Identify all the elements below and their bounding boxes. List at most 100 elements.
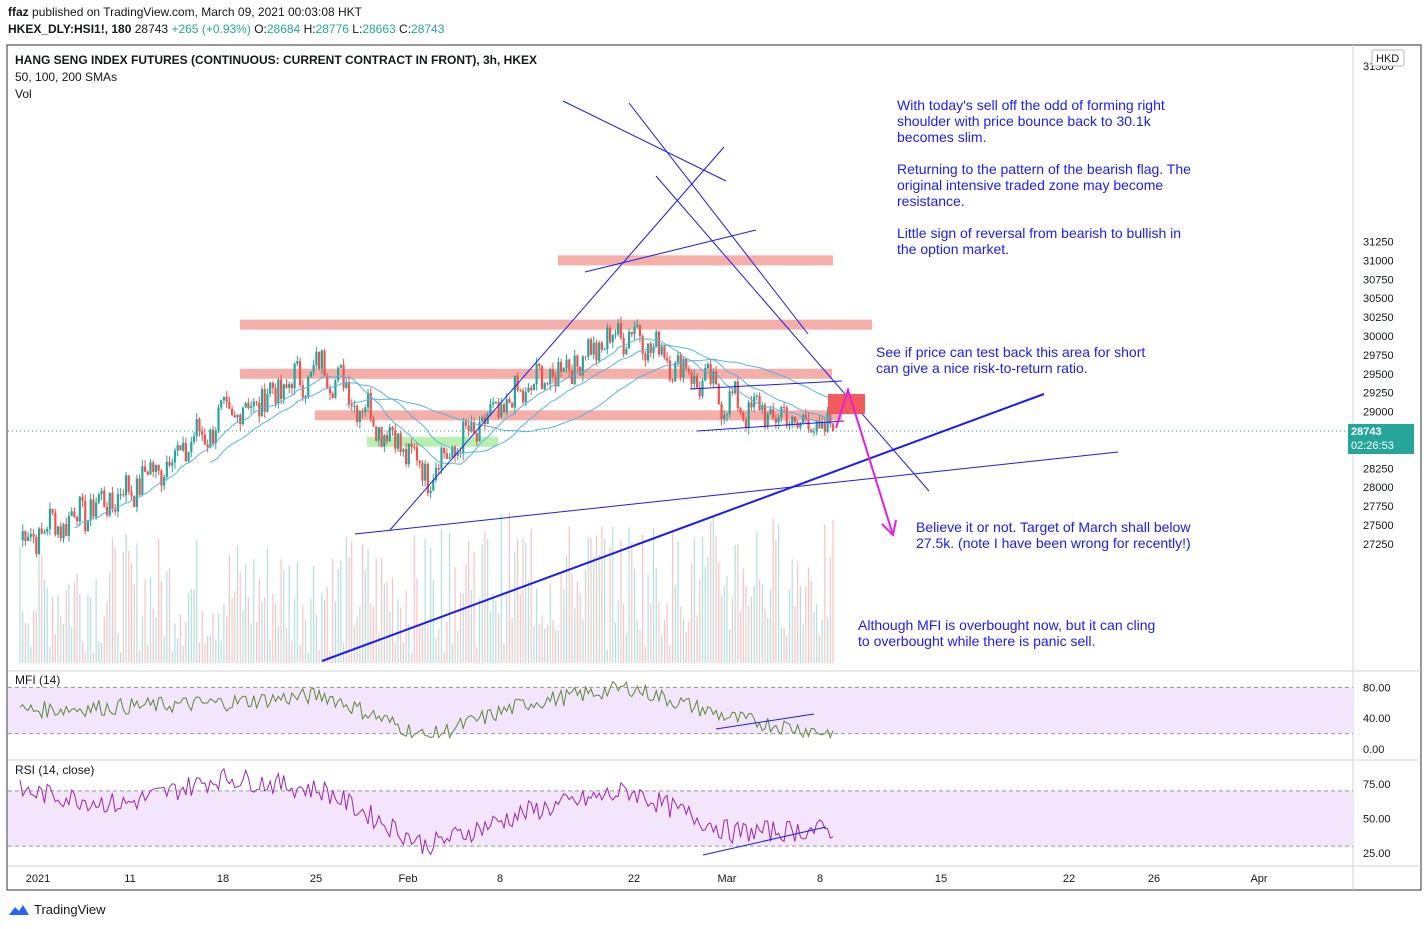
- volume-bar: [136, 543, 138, 663]
- volume-bar: [60, 615, 62, 663]
- volume-bar: [160, 581, 162, 663]
- volume-bar: [245, 564, 247, 663]
- volume-bar: [685, 632, 687, 663]
- candle-body: [247, 402, 250, 409]
- volume-bar: [723, 586, 725, 663]
- volume-bar: [614, 622, 617, 663]
- candle-body: [676, 355, 680, 363]
- candle-body: [328, 388, 332, 394]
- candle-body: [290, 384, 294, 389]
- sma-line: [74, 337, 834, 529]
- note-shoulder-line: shoulder with price bounce back to 30.1k: [897, 113, 1152, 129]
- volume-bar: [223, 603, 225, 663]
- volume-bar: [582, 618, 584, 663]
- candle-body: [315, 351, 318, 366]
- candle-body: [21, 531, 24, 541]
- volume-bar: [250, 622, 252, 663]
- volume-bar: [810, 580, 812, 663]
- candle-body: [380, 427, 383, 447]
- candle-body: [456, 452, 459, 456]
- candle-body: [559, 361, 563, 372]
- candle-body: [453, 446, 457, 456]
- candle-body: [260, 389, 264, 417]
- mfi-tick-label: 40.00: [1363, 713, 1391, 725]
- candle-body: [35, 537, 38, 555]
- volume-bar: [236, 546, 239, 663]
- candle-body: [782, 406, 786, 408]
- volume-bar: [130, 562, 133, 663]
- publish-info: ffaz published on TradingView.com, March…: [8, 5, 362, 19]
- candle-body: [823, 421, 826, 432]
- currency-badge: HKD: [1371, 49, 1405, 67]
- candle-body: [717, 384, 720, 405]
- volume-bar: [359, 606, 361, 663]
- candle-body: [337, 367, 340, 381]
- price-tick-label: 29500: [1363, 369, 1394, 381]
- candle-body: [769, 408, 772, 414]
- volume-bar: [400, 607, 402, 663]
- volume-bar: [209, 635, 211, 663]
- volume-bar: [391, 577, 394, 663]
- volume-bar: [283, 569, 285, 663]
- mfi-tick-label: 80.00: [1363, 682, 1391, 694]
- candle-body: [437, 467, 440, 470]
- resistance-zone: [240, 319, 872, 330]
- candle-body: [554, 376, 557, 387]
- volume-bar: [778, 523, 780, 663]
- volume-bar: [707, 556, 709, 663]
- candle-body: [377, 427, 381, 441]
- volume-bar: [326, 587, 328, 663]
- candle-body: [462, 421, 465, 454]
- candle-body: [184, 442, 187, 462]
- published-text: published on TradingView.com, March 09, …: [32, 5, 362, 19]
- candle-body: [831, 423, 835, 431]
- candle-body: [728, 391, 731, 415]
- candle-body: [78, 496, 81, 522]
- candle-body: [744, 419, 748, 428]
- candle-body: [720, 404, 723, 419]
- price-tick-label: 31250: [1363, 236, 1394, 248]
- volume-bar: [321, 593, 323, 663]
- volume-bar: [628, 527, 630, 663]
- candle-body: [225, 396, 228, 402]
- volume-bar: [179, 613, 182, 663]
- candle-body: [521, 390, 525, 403]
- volume-bar: [603, 538, 606, 663]
- candle-body: [187, 451, 190, 462]
- chart-canvas[interactable]: 2725027500277502800028250285002875029000…: [0, 0, 1428, 900]
- candle-body: [252, 401, 255, 407]
- candle-body: [366, 392, 370, 408]
- candle-body: [682, 358, 685, 378]
- volume-bar: [617, 599, 619, 663]
- candle-body: [399, 433, 402, 452]
- volume-bar: [783, 627, 785, 663]
- candle-body: [527, 387, 530, 392]
- volume-bar: [231, 597, 233, 663]
- volume-bar: [122, 552, 124, 663]
- volume-bar: [799, 586, 801, 663]
- candle-body: [633, 326, 636, 335]
- volume-bar: [109, 572, 111, 663]
- volume-bar: [549, 584, 551, 663]
- candle-body: [54, 512, 57, 535]
- volume-bar: [302, 605, 304, 663]
- candle-body: [119, 494, 122, 496]
- volume-bar: [62, 623, 65, 663]
- time-tick-label: Mar: [718, 873, 737, 885]
- footer-brand[interactable]: TradingView: [34, 902, 106, 917]
- candle-body: [81, 496, 84, 501]
- volume-bar: [753, 585, 755, 663]
- volume-bar: [337, 568, 339, 663]
- volume-bar: [323, 599, 326, 663]
- candle-body: [818, 420, 821, 429]
- price-tick-label: 31000: [1363, 255, 1394, 267]
- volume-bar: [642, 534, 644, 663]
- publisher-name[interactable]: ffaz: [8, 5, 29, 19]
- candle-body: [345, 382, 348, 388]
- candle-body: [111, 492, 114, 510]
- volume-bar: [152, 608, 154, 663]
- support-zone: [367, 436, 498, 447]
- candle-body: [209, 429, 212, 448]
- candle-body: [486, 414, 489, 425]
- candle-body: [734, 381, 737, 394]
